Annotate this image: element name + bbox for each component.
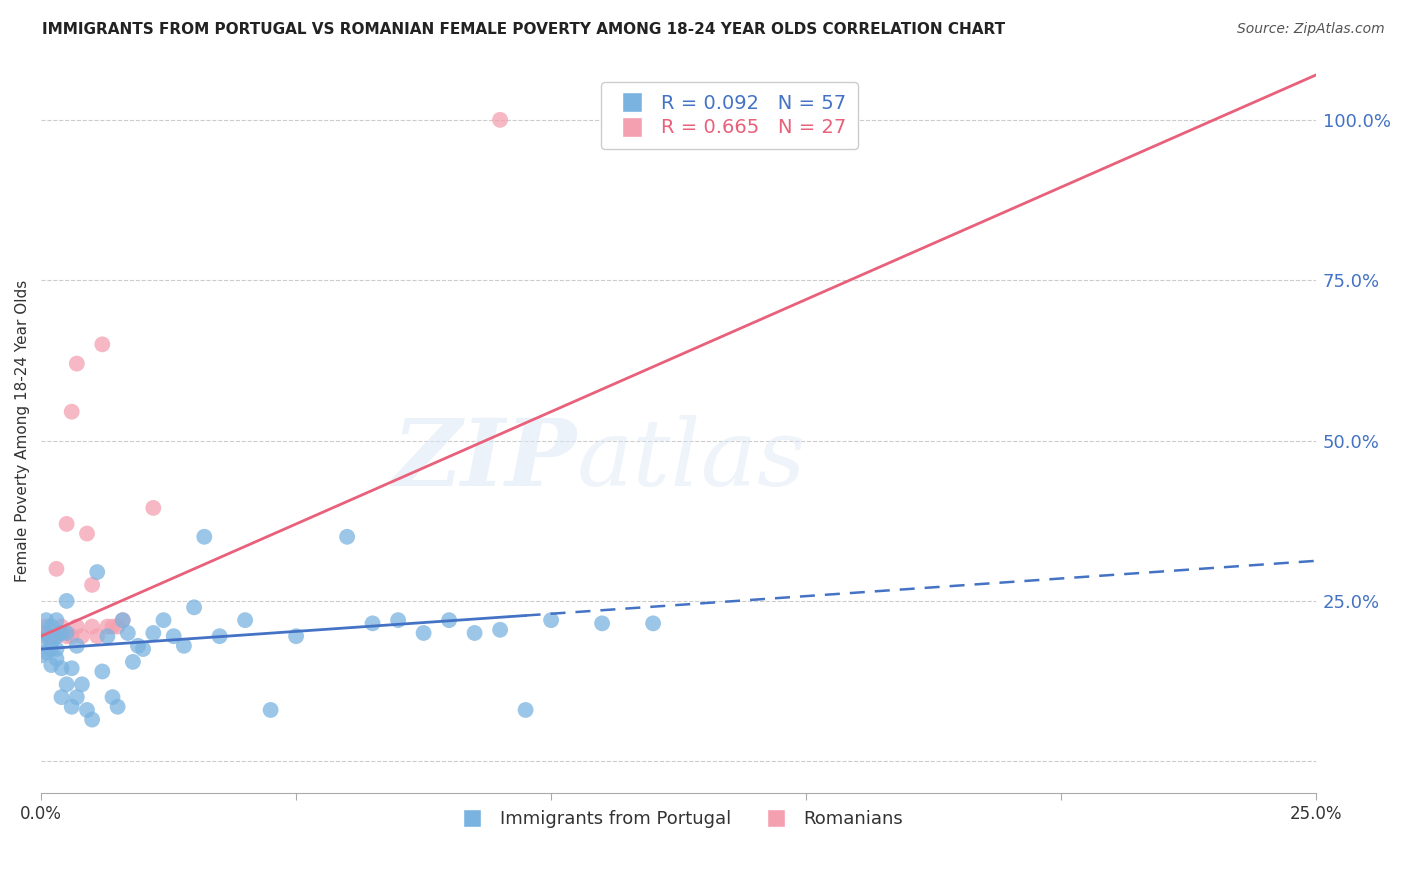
Point xyxy=(464,626,486,640)
Point xyxy=(91,337,114,351)
Text: IMMIGRANTS FROM PORTUGAL VS ROMANIAN FEMALE POVERTY AMONG 18-24 YEAR OLDS CORREL: IMMIGRANTS FROM PORTUGAL VS ROMANIAN FEM… xyxy=(42,22,1005,37)
Point xyxy=(183,600,205,615)
Point xyxy=(35,619,58,633)
Point xyxy=(39,635,62,649)
Point xyxy=(591,616,613,631)
Point xyxy=(101,619,124,633)
Point xyxy=(55,629,77,643)
Point xyxy=(30,626,52,640)
Point xyxy=(39,658,62,673)
Point xyxy=(193,530,215,544)
Point xyxy=(387,613,409,627)
Point xyxy=(51,619,73,633)
Legend: Immigrants from Portugal, Romanians: Immigrants from Portugal, Romanians xyxy=(447,803,910,835)
Point xyxy=(336,530,359,544)
Point xyxy=(233,613,256,627)
Point xyxy=(60,699,83,714)
Point xyxy=(173,639,195,653)
Point xyxy=(91,665,114,679)
Point xyxy=(66,357,89,371)
Text: atlas: atlas xyxy=(576,415,806,505)
Point xyxy=(101,690,124,705)
Point xyxy=(361,616,384,631)
Point xyxy=(70,629,93,643)
Point xyxy=(55,516,77,531)
Point xyxy=(76,703,98,717)
Point xyxy=(489,112,512,127)
Point xyxy=(412,626,434,640)
Point xyxy=(111,613,134,627)
Point xyxy=(107,619,129,633)
Point xyxy=(45,613,67,627)
Text: Source: ZipAtlas.com: Source: ZipAtlas.com xyxy=(1237,22,1385,37)
Point xyxy=(39,629,62,643)
Point xyxy=(96,619,118,633)
Point xyxy=(45,629,67,643)
Point xyxy=(39,619,62,633)
Point xyxy=(55,594,77,608)
Point xyxy=(86,565,108,579)
Point xyxy=(45,562,67,576)
Point xyxy=(76,526,98,541)
Point xyxy=(540,613,562,627)
Point xyxy=(55,677,77,691)
Point xyxy=(641,616,664,631)
Point xyxy=(45,642,67,657)
Point xyxy=(51,626,73,640)
Point xyxy=(35,645,58,659)
Point xyxy=(208,629,231,643)
Point xyxy=(82,619,104,633)
Y-axis label: Female Poverty Among 18-24 Year Olds: Female Poverty Among 18-24 Year Olds xyxy=(15,280,30,582)
Point xyxy=(86,629,108,643)
Point xyxy=(60,661,83,675)
Point xyxy=(55,626,77,640)
Point xyxy=(437,613,460,627)
Point xyxy=(152,613,174,627)
Point xyxy=(127,639,149,653)
Point xyxy=(51,626,73,640)
Point xyxy=(489,623,512,637)
Point xyxy=(45,651,67,665)
Point xyxy=(39,642,62,657)
Point xyxy=(51,690,73,705)
Point xyxy=(35,613,58,627)
Point xyxy=(259,703,281,717)
Point xyxy=(515,703,537,717)
Point xyxy=(35,626,58,640)
Text: ZIP: ZIP xyxy=(392,415,576,505)
Point xyxy=(285,629,308,643)
Point xyxy=(66,639,89,653)
Point xyxy=(30,648,52,663)
Point xyxy=(122,655,145,669)
Point xyxy=(142,500,165,515)
Point xyxy=(30,632,52,647)
Point xyxy=(70,677,93,691)
Point xyxy=(117,626,139,640)
Point xyxy=(60,629,83,643)
Point xyxy=(66,690,89,705)
Point xyxy=(142,626,165,640)
Point xyxy=(82,578,104,592)
Point xyxy=(96,629,118,643)
Point xyxy=(82,713,104,727)
Point xyxy=(60,405,83,419)
Point xyxy=(45,629,67,643)
Point xyxy=(35,629,58,643)
Point xyxy=(66,619,89,633)
Point xyxy=(39,629,62,643)
Point xyxy=(107,699,129,714)
Point xyxy=(51,661,73,675)
Point xyxy=(163,629,186,643)
Point xyxy=(132,642,155,657)
Point xyxy=(111,613,134,627)
